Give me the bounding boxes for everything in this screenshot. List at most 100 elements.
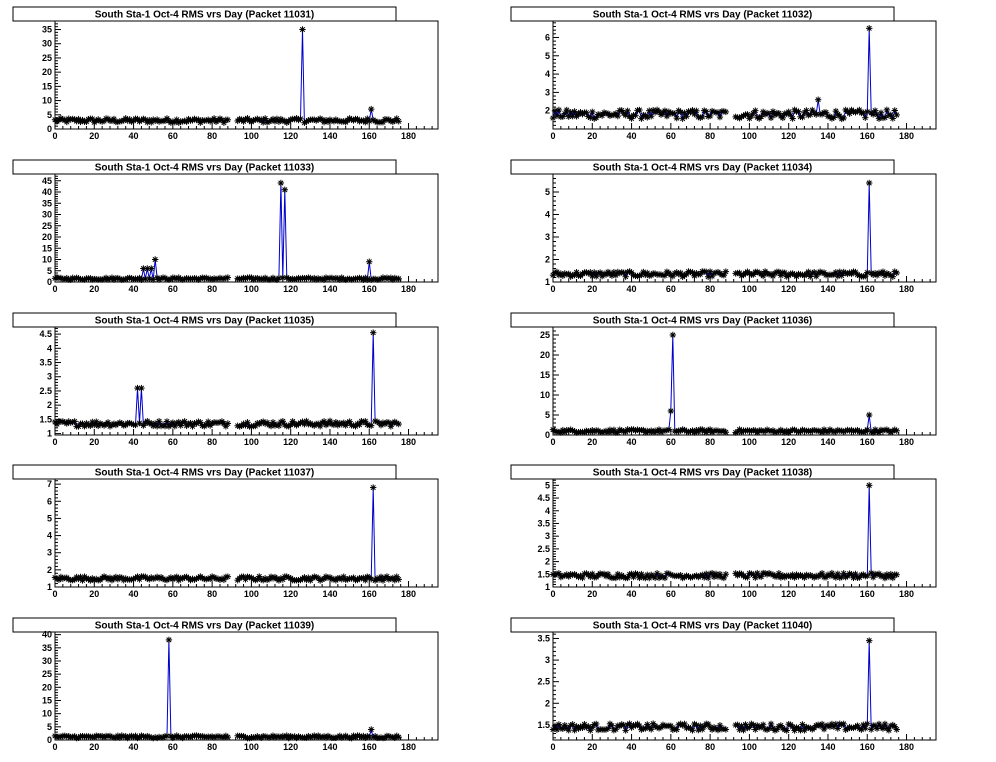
data-point: [224, 116, 232, 123]
data-point-stroke: [662, 108, 668, 114]
y-tick-label: 30: [42, 39, 52, 49]
x-tick-label: 160: [860, 437, 875, 447]
chart-title: South Sta-1 Oct-4 RMS vrs Day (Packet 11…: [593, 163, 813, 174]
data-point: [369, 329, 377, 336]
plot-frame: [54, 326, 439, 436]
data-point: [395, 420, 402, 428]
data-point-stroke: [646, 108, 652, 114]
plot-frame: [54, 20, 439, 130]
chart-panel: South Sta-1 Oct-4 RMS vrs Day (Packet 11…: [510, 6, 937, 141]
data-point: [673, 114, 680, 122]
data-point: [395, 275, 402, 282]
x-tick-label: 100: [742, 284, 757, 294]
data-point-stroke: [583, 110, 589, 116]
x-tick-label: 160: [860, 131, 875, 141]
data-point-stroke: [550, 115, 556, 121]
data-point-stroke: [211, 115, 217, 122]
y-tick-label: 20: [540, 350, 550, 360]
data-point: [551, 107, 559, 115]
data-point: [366, 258, 373, 265]
data-point: [362, 118, 369, 126]
y-tick-label: 35: [42, 25, 52, 35]
y-tick-label: 5: [545, 51, 550, 61]
data-point: [661, 107, 669, 114]
data-point-stroke: [89, 116, 95, 122]
y-tick-label: 0: [47, 124, 52, 134]
data-point: [767, 114, 775, 122]
x-tick-label: 140: [322, 284, 337, 294]
data-point-stroke: [674, 115, 680, 121]
x-tick-label: 80: [705, 284, 715, 294]
y-tick-label: 4.5: [39, 329, 52, 339]
x-tick-label: 140: [820, 284, 835, 294]
y-tick-label: 2: [545, 255, 550, 265]
x-tick-label: 0: [550, 131, 555, 141]
x-tick-label: 160: [860, 284, 875, 294]
x-tick-label: 120: [781, 437, 796, 447]
x-tick-label: 100: [244, 284, 259, 294]
y-tick-label: 10: [42, 255, 52, 265]
data-point-stroke: [368, 106, 374, 112]
y-tick-label: 2: [545, 106, 550, 116]
y-tick-label: 0: [47, 277, 52, 287]
data-point: [277, 179, 285, 187]
y-tick-label: 1.5: [39, 414, 52, 424]
data-point-stroke: [678, 109, 684, 115]
data-point-stroke: [396, 118, 402, 124]
series-line: [54, 182, 399, 281]
data-point: [862, 114, 869, 121]
y-tick-label: 25: [42, 221, 52, 231]
x-tick-label: 60: [168, 284, 178, 294]
y-tick-label: 5: [47, 266, 52, 276]
x-tick-label: 0: [52, 131, 57, 141]
data-point-stroke: [632, 112, 639, 118]
data-point-stroke: [75, 116, 82, 122]
y-tick-label: 5: [47, 110, 52, 120]
y-tick-label: 6: [545, 32, 550, 42]
data-point-stroke: [299, 26, 306, 33]
x-tick-label: 40: [627, 131, 637, 141]
data-point: [555, 106, 563, 114]
x-tick-label: 120: [781, 131, 796, 141]
y-tick-label: 10: [540, 390, 550, 400]
series-line: [54, 29, 400, 124]
data-point: [395, 118, 402, 125]
y-tick-label: 1: [545, 277, 550, 287]
y-tick-label: 10: [42, 96, 52, 106]
data-point: [569, 112, 576, 120]
x-tick-label: 140: [820, 131, 835, 141]
data-point: [866, 25, 873, 32]
data-point: [716, 113, 724, 121]
data-point: [636, 106, 643, 114]
x-tick-label: 0: [550, 284, 555, 294]
data-point: [151, 256, 159, 263]
x-tick-label: 60: [666, 131, 676, 141]
plot-frame: [54, 173, 439, 283]
x-tick-label: 180: [899, 284, 914, 294]
chart-panel: South Sta-1 Oct-4 RMS vrs Day (Packet 11…: [510, 159, 937, 294]
x-tick-label: 60: [168, 131, 178, 141]
x-tick-label: 140: [820, 437, 835, 447]
x-tick-label: 120: [781, 284, 796, 294]
chart-title: South Sta-1 Oct-4 RMS vrs Day (Packet 11…: [593, 316, 813, 327]
y-tick-label: 15: [42, 81, 52, 91]
data-point-stroke: [656, 109, 662, 115]
y-tick-label: 4: [545, 69, 550, 79]
data-point: [752, 107, 759, 114]
x-tick-label: 120: [283, 437, 298, 447]
y-tick-label: 20: [42, 67, 52, 77]
data-point-stroke: [111, 116, 117, 122]
data-point-stroke: [648, 113, 654, 119]
data-point: [589, 108, 596, 116]
data-point: [866, 179, 873, 187]
x-tick-label: 20: [89, 437, 99, 447]
y-tick-label: 30: [42, 210, 52, 220]
data-point: [224, 274, 232, 281]
data-point-stroke: [693, 108, 699, 114]
x-tick-label: 160: [362, 284, 377, 294]
data-point-stroke: [615, 113, 621, 119]
chart-title: South Sta-1 Oct-4 RMS vrs Day (Packet 11…: [95, 163, 315, 174]
series-line: [552, 182, 897, 279]
data-point-stroke: [572, 108, 578, 115]
data-point-stroke: [683, 113, 690, 119]
